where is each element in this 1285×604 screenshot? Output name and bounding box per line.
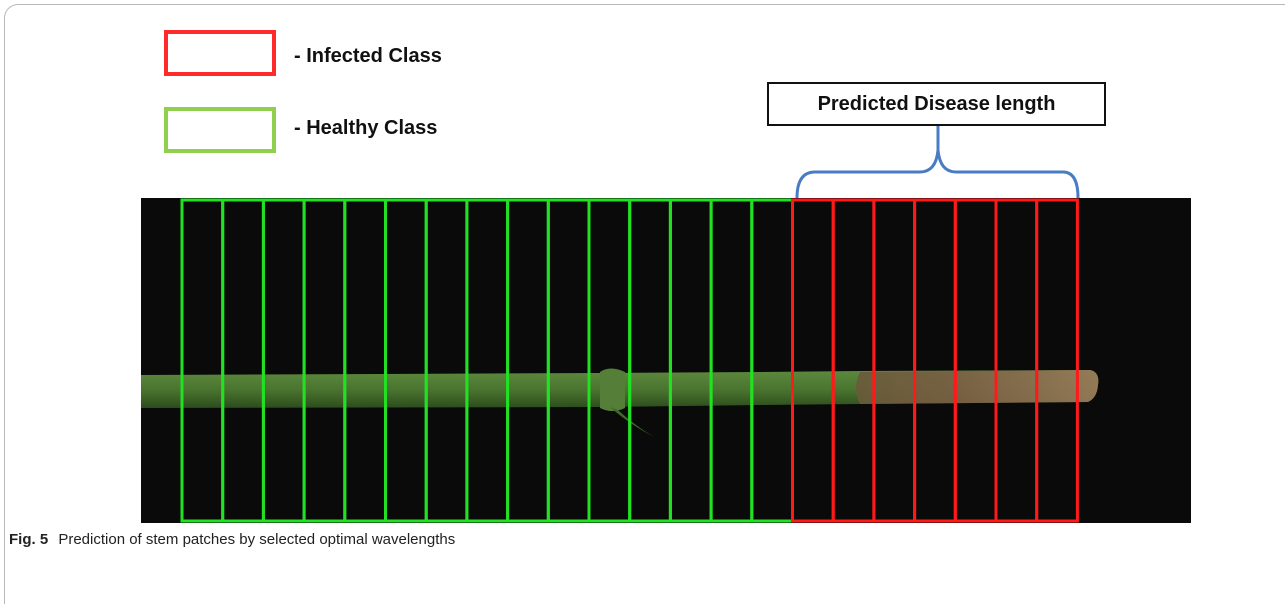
- caption-fig-label: Fig. 5: [9, 531, 49, 548]
- disease-length-bracket: [795, 149, 1080, 199]
- image-background: [141, 198, 1191, 523]
- stem-node: [600, 368, 625, 411]
- stem-image: [141, 126, 1191, 523]
- legend-healthy-swatch: [164, 107, 276, 153]
- figure-caption: Fig. 5 Prediction of stem patches by sel…: [9, 531, 455, 548]
- legend-infected-label: - Infected Class: [294, 45, 442, 67]
- infected-patch: [1035, 198, 1079, 523]
- patch-grid: [180, 198, 1079, 523]
- legend-infected-swatch: [164, 30, 276, 76]
- lesion: [856, 370, 1099, 404]
- predicted-disease-length-label: Predicted Disease length: [767, 82, 1106, 126]
- legend-healthy-label: - Healthy Class: [294, 117, 438, 139]
- caption-text: Prediction of stem patches by selected o…: [58, 531, 456, 548]
- stem-leaf: [610, 407, 660, 440]
- figure-frame: [4, 4, 1285, 604]
